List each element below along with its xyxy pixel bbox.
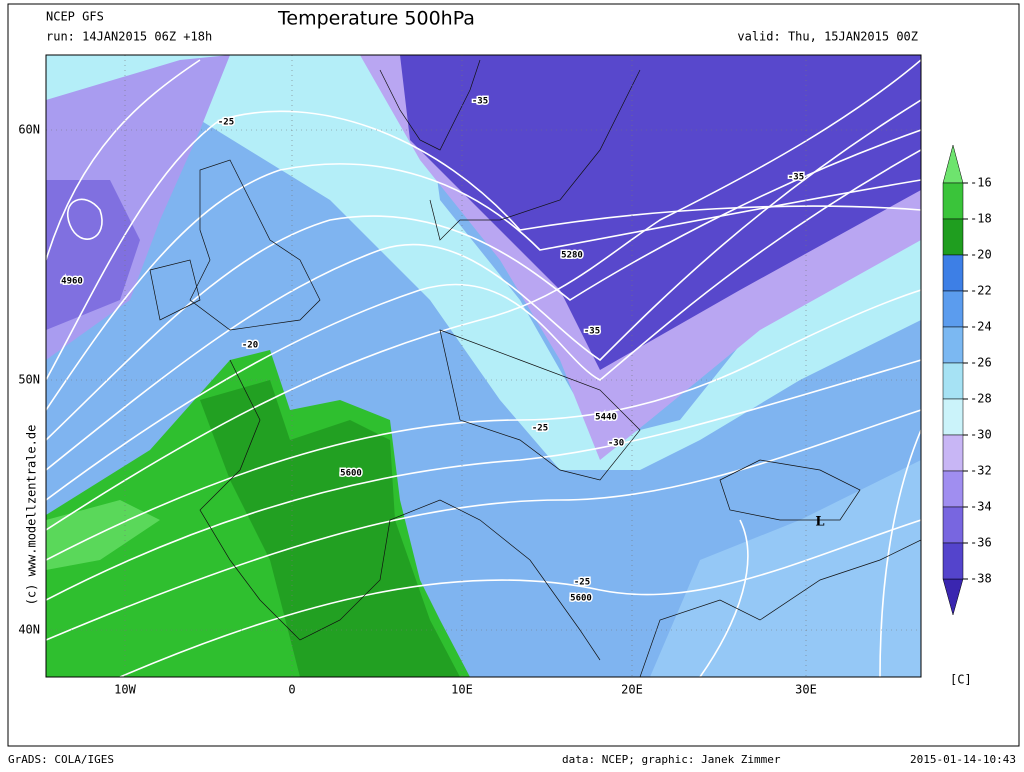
legend-band — [942, 326, 964, 364]
footer-software: GrADS: COLA/IGES — [8, 753, 114, 766]
field-dark-green — [200, 380, 460, 677]
field-purple-west-dark — [46, 180, 140, 330]
contour-label: 5600 — [570, 594, 592, 604]
axis-labels: 60N 50N 40N 10W 0 10E 20E 30E — [18, 123, 817, 697]
field-light-blue — [650, 460, 921, 677]
contour-label: -25 — [218, 118, 234, 128]
legend-band — [942, 290, 964, 328]
legend-label: -22 — [970, 284, 992, 298]
lat-label: 40N — [18, 623, 40, 637]
map-title: Temperature 500hPa — [277, 8, 475, 30]
lon-label: 10E — [451, 683, 473, 697]
contour-label: -35 — [472, 97, 488, 107]
isohypses — [46, 59, 921, 677]
contour-label: -20 — [242, 341, 258, 351]
legend-label: -38 — [970, 572, 992, 586]
footer-timestamp: 2015-01-14-10:43 — [910, 753, 1016, 766]
legend-band — [942, 182, 964, 220]
legend-label: -16 — [970, 176, 992, 190]
graticule — [46, 55, 921, 677]
color-legend: [C] -16 -18 -20 -22 -24 -26 -28 -30 -32 -34 -36 -38 — [942, 144, 992, 687]
map-frame — [45, 54, 922, 678]
contour-label: -30 — [608, 439, 624, 449]
lat-label: 60N — [18, 123, 40, 137]
contour-label: 4960 — [61, 277, 83, 287]
legend-label: -26 — [970, 356, 992, 370]
contour-label: 5280 — [561, 251, 583, 261]
contour-label: -25 — [532, 424, 548, 434]
contour-label: 5600 — [340, 469, 362, 479]
field-cyan — [46, 55, 921, 470]
field-light-green — [46, 500, 160, 570]
legend-label: -30 — [970, 428, 992, 442]
contour-label: -25 — [574, 578, 590, 588]
legend-label: -20 — [970, 248, 992, 262]
lon-label: 0 — [288, 683, 295, 697]
map-area: -35 -25 -35 5280 -35 4960 -20 5440 -25 -… — [46, 55, 921, 677]
contour-label: -35 — [584, 327, 600, 337]
legend-unit: [C] — [950, 673, 972, 687]
valid-info: valid: Thu, 15JAN2015 00Z — [737, 30, 918, 44]
legend-band — [942, 398, 964, 436]
contour-label: -35 — [788, 173, 804, 183]
legend-band — [942, 218, 964, 256]
pressure-low-marker: L — [815, 515, 824, 530]
contour-labels: -35 -25 -35 5280 -35 4960 -20 5440 -25 -… — [60, 95, 825, 605]
legend-band — [942, 470, 964, 508]
legend-band — [942, 434, 964, 472]
legend-label: -18 — [970, 212, 992, 226]
legend-label: -36 — [970, 536, 992, 550]
model-name: NCEP GFS — [46, 10, 104, 24]
legend-band — [942, 254, 964, 292]
legend-label: -34 — [970, 500, 992, 514]
legend-band — [942, 362, 964, 400]
legend-band — [942, 506, 964, 544]
footer-source: data: NCEP; graphic: Janek Zimmer — [562, 753, 781, 766]
credit-vertical: (c) www.modellzentrale.de — [25, 425, 39, 606]
contour-label: 5440 — [595, 413, 617, 423]
legend-label: -24 — [970, 320, 992, 334]
legend-label: -28 — [970, 392, 992, 406]
legend-label: -32 — [970, 464, 992, 478]
lat-label: 50N — [18, 373, 40, 387]
lon-label: 20E — [621, 683, 643, 697]
lon-label: 10W — [114, 683, 136, 697]
legend-band — [942, 542, 964, 580]
run-info: run: 14JAN2015 06Z +18h — [46, 30, 212, 44]
coastlines — [149, 59, 921, 677]
lon-label: 30E — [795, 683, 817, 697]
